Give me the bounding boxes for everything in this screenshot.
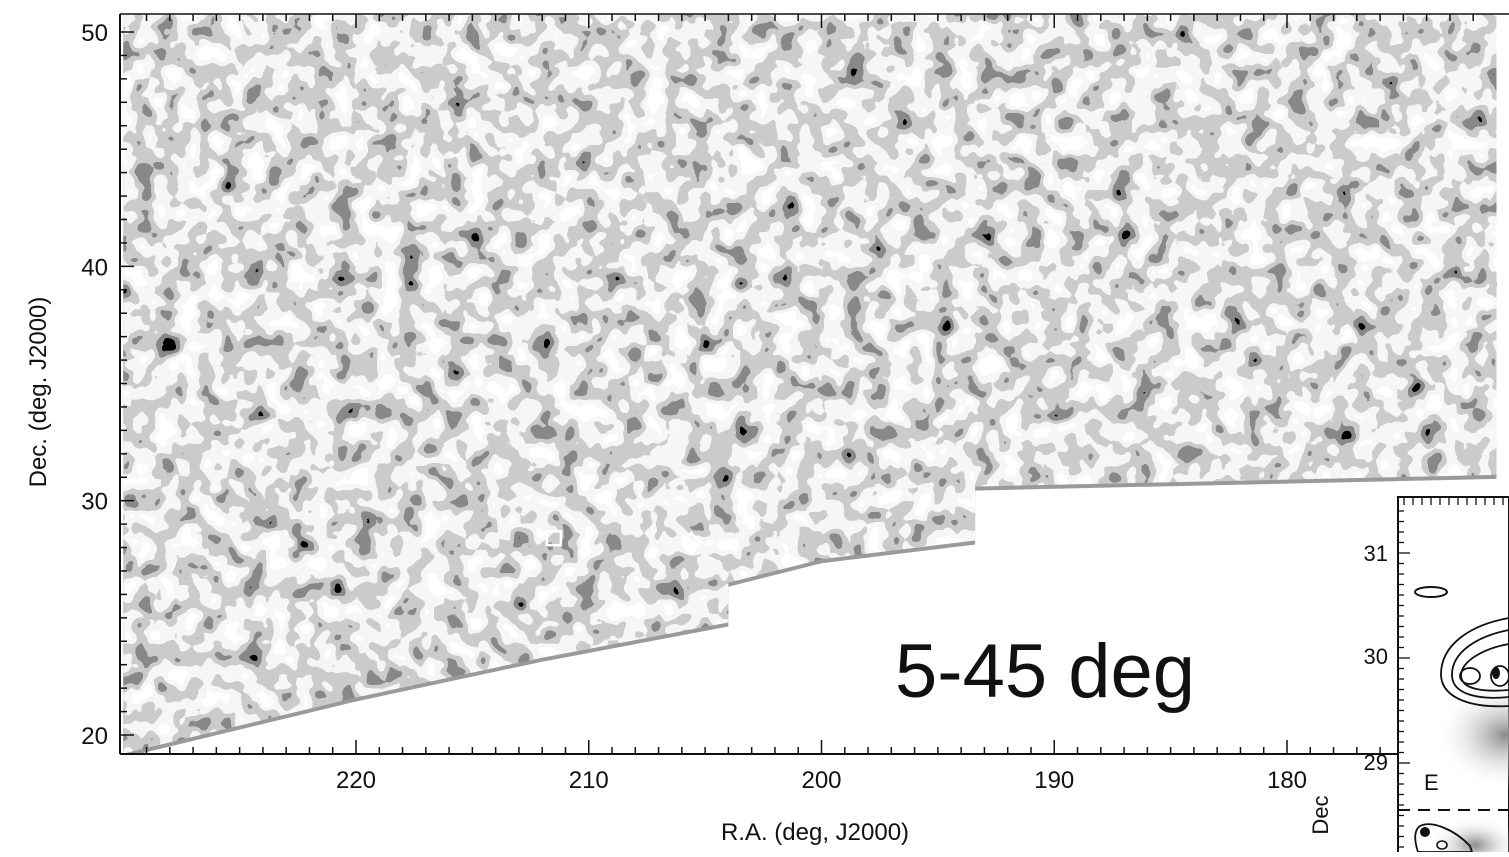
inset-lower-contour: [1414, 823, 1473, 852]
inset-lower-dot: [1420, 827, 1430, 837]
x-tick-label: 190: [1034, 767, 1074, 794]
inset-contour-1: [1440, 617, 1509, 708]
main-ticks: 220 210 200 190 180 20 30 40 50: [81, 14, 1474, 794]
y-tick-label: 30: [81, 489, 108, 516]
x-tick-label: 200: [801, 767, 841, 794]
inset-contour-2: [1451, 629, 1509, 699]
diamond-marker: [679, 531, 703, 555]
inset-tick-label-31: 31: [1364, 541, 1388, 566]
inset-contour-4: [1459, 667, 1481, 685]
x-tick-label: 180: [1267, 767, 1307, 794]
y-tick-label: 50: [81, 20, 108, 47]
inset-y-axis-title: Dec: [1308, 795, 1333, 834]
x-tick-label: 210: [569, 767, 609, 794]
y-axis-title: Dec. (deg. J2000): [25, 297, 52, 488]
inset-ticks: [1398, 497, 1504, 848]
inset-gray-blob: [1435, 680, 1509, 790]
inset-annotation-label: E: [1424, 770, 1439, 795]
inset-gray-blob-lower: [1430, 817, 1509, 852]
inset-contour-5: [1490, 665, 1509, 687]
sky-noise-map: [123, 14, 1497, 754]
source-markers: [545, 529, 703, 555]
inset-lower-contour-small: [1436, 840, 1448, 850]
inset-contour-3: [1460, 643, 1509, 692]
inset-tick-label-30: 30: [1364, 644, 1388, 669]
angle-range-label: 5-45 deg: [895, 629, 1195, 714]
y-tick-label: 40: [81, 254, 108, 281]
x-tick-label: 220: [336, 767, 376, 794]
y-tick-label: 20: [81, 723, 108, 750]
inset-panel: 31 30 29 E Dec: [1308, 496, 1509, 857]
inset-tick-label-29: 29: [1364, 750, 1388, 775]
x-axis-title: R.A. (deg, J2000): [721, 819, 909, 846]
inset-contour-small: [1414, 586, 1448, 598]
square-marker: [545, 529, 563, 547]
inset-peak-dot: [1492, 667, 1500, 679]
